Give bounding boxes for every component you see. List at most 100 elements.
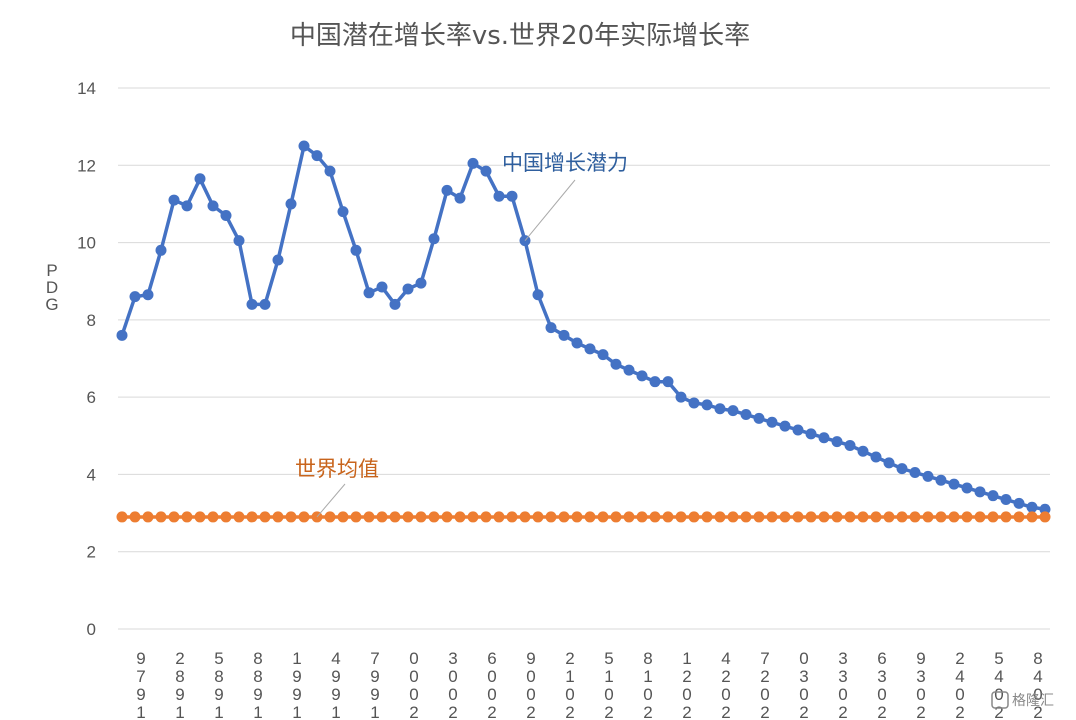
data-point — [636, 511, 648, 523]
x-tick-char: 8 — [253, 667, 262, 686]
data-point — [805, 511, 817, 523]
x-tick-char: 2 — [526, 703, 535, 720]
data-point — [194, 173, 206, 185]
x-tick-char: 0 — [409, 649, 418, 668]
x-tick-char: 0 — [604, 685, 613, 704]
data-point — [792, 424, 804, 436]
data-point — [662, 376, 674, 388]
data-point — [506, 511, 518, 523]
x-tick-char: 7 — [136, 667, 145, 686]
data-point — [155, 511, 167, 523]
x-tick-char: 2 — [721, 667, 730, 686]
data-point — [935, 511, 947, 523]
data-point — [701, 511, 713, 523]
data-point — [519, 511, 531, 523]
data-point — [311, 150, 323, 162]
x-tick-char: 5 — [214, 649, 223, 668]
data-point — [545, 511, 557, 523]
x-tick-char: 2 — [487, 703, 496, 720]
x-tick-char: 9 — [292, 667, 301, 686]
data-point — [298, 511, 310, 523]
data-point — [415, 511, 427, 523]
x-tick-char: 3 — [838, 649, 847, 668]
data-point — [1013, 497, 1025, 509]
data-point — [662, 511, 674, 523]
data-point — [571, 337, 583, 349]
data-point — [805, 428, 817, 440]
x-tick-char: 2 — [409, 703, 418, 720]
x-tick-char: 8 — [175, 667, 184, 686]
data-point — [896, 463, 908, 475]
x-tick-char: 0 — [955, 685, 964, 704]
data-point — [623, 511, 635, 523]
x-tick-char: 6 — [877, 649, 886, 668]
x-tick-char: 4 — [721, 649, 730, 668]
data-point — [701, 399, 713, 411]
x-tick-char: 1 — [214, 703, 223, 720]
data-point — [129, 291, 141, 303]
data-point — [779, 511, 791, 523]
y-tick-label: 0 — [87, 620, 96, 639]
x-tick-char: 4 — [955, 667, 964, 686]
data-point — [467, 511, 479, 523]
data-point — [363, 511, 375, 523]
x-tick-char: 0 — [409, 667, 418, 686]
x-tick-char: 0 — [448, 667, 457, 686]
x-tick-char: 2 — [955, 703, 964, 720]
data-point — [480, 511, 492, 523]
y-axis-label-char: G — [45, 295, 58, 314]
x-tick-char: 4 — [994, 667, 1003, 686]
data-point — [441, 184, 453, 196]
data-point — [1000, 511, 1012, 523]
data-point — [883, 457, 895, 469]
data-point — [337, 511, 349, 523]
y-axis-label-char: P — [46, 261, 57, 280]
data-point — [610, 358, 622, 370]
data-point — [844, 439, 856, 451]
x-tick-char: 2 — [565, 703, 574, 720]
data-point — [922, 470, 934, 482]
x-tick-char: 0 — [565, 685, 574, 704]
data-point — [688, 511, 700, 523]
x-tick-char: 2 — [604, 703, 613, 720]
data-point — [168, 511, 180, 523]
data-point — [246, 298, 258, 310]
data-point — [220, 511, 232, 523]
x-tick-char: 2 — [760, 703, 769, 720]
data-point — [181, 511, 193, 523]
data-point — [194, 511, 206, 523]
x-tick-char: 1 — [175, 703, 184, 720]
data-point — [454, 511, 466, 523]
data-point — [714, 403, 726, 415]
data-point — [441, 511, 453, 523]
x-tick-char: 0 — [487, 685, 496, 704]
data-point — [584, 511, 596, 523]
annotation-leader-line — [316, 483, 346, 518]
data-point — [727, 511, 739, 523]
x-tick-char: 0 — [799, 685, 808, 704]
data-point — [207, 200, 219, 212]
x-tick-char: 1 — [292, 703, 301, 720]
x-tick-char: 0 — [916, 685, 925, 704]
gridlines — [118, 87, 1050, 630]
data-point — [870, 451, 882, 463]
x-axis-ticks: 9791289158918891199149917991000230026002… — [136, 649, 1042, 720]
x-tick-char: 5 — [994, 649, 1003, 668]
x-tick-char: 2 — [877, 703, 886, 720]
data-point — [324, 165, 336, 177]
x-tick-char: 2 — [682, 703, 691, 720]
x-tick-char: 0 — [487, 667, 496, 686]
x-tick-char: 1 — [643, 667, 652, 686]
series-group — [116, 140, 1051, 523]
x-tick-char: 1 — [682, 649, 691, 668]
